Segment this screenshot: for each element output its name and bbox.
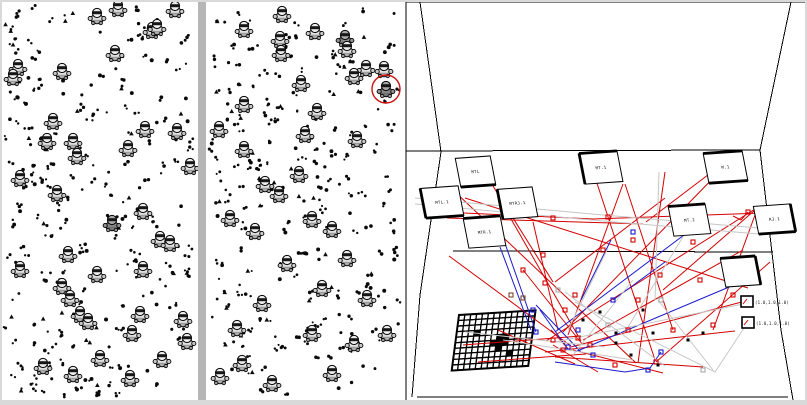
robot-sprite[interactable] (356, 59, 376, 78)
robot-sprite[interactable] (108, 0, 128, 18)
small-box-label: (1.0,1.0,1.0) (755, 300, 789, 305)
small-labeled-box[interactable]: (1.0,1.0,1.0) (741, 316, 790, 329)
robot-sprite[interactable] (262, 374, 282, 393)
robot-sprite[interactable] (337, 249, 357, 268)
robot-sprite[interactable] (291, 74, 311, 93)
machine-box[interactable]: MT.2 (667, 202, 712, 237)
robot-sprite[interactable] (234, 95, 254, 114)
robot-sprite-dark[interactable] (376, 80, 396, 99)
window-frame-top (0, 0, 807, 2)
robot-sprite[interactable] (130, 305, 150, 324)
robot-sprite[interactable] (133, 202, 153, 221)
robot-sprite[interactable] (135, 120, 155, 139)
machine-boxes: MTL MT.1 M.1 MTL.1 MTRJ.1 MTR.1 MT.2 RJ.1 (1.0,1… (418, 149, 798, 329)
robot-sprite[interactable] (344, 334, 364, 353)
machine-box[interactable]: MTL (454, 155, 497, 189)
trajectory-network (414, 164, 792, 374)
room-3d-view-panel: MTL MT.1 M.1 MTL.1 MTRJ.1 MTR.1 MT.2 RJ.1 (1.0,1… (405, 1, 807, 405)
machine-box-label: RJ.1 (769, 216, 781, 222)
robot-sprite[interactable] (302, 210, 322, 229)
machine-box[interactable]: M.1 (702, 149, 749, 185)
panel-divider[interactable] (198, 0, 206, 405)
robot-sprite[interactable] (33, 357, 53, 376)
robot-sprite[interactable] (377, 324, 397, 343)
robot-sprite[interactable] (52, 62, 72, 81)
robot-sprite[interactable] (58, 245, 78, 264)
machine-box[interactable] (719, 254, 763, 288)
robot-sprite[interactable] (177, 332, 197, 351)
robot-sprite[interactable] (180, 157, 200, 176)
robot-sprite[interactable] (220, 209, 240, 228)
small-labeled-box[interactable]: (1.0,1.0,1.0) (740, 295, 789, 308)
robot-sprite[interactable] (133, 260, 153, 279)
robot-sprite[interactable] (322, 364, 342, 383)
room-wireframe (405, 1, 807, 405)
machine-box-label: MTR.1 (477, 229, 492, 235)
robot-sprite[interactable] (105, 44, 125, 63)
robot-sprite[interactable] (307, 102, 327, 121)
robot-sprite[interactable] (245, 222, 265, 241)
window-frame-left (0, 0, 2, 405)
robot-sprite[interactable] (295, 125, 315, 144)
robot-sprite[interactable] (63, 365, 83, 384)
robot-sprite[interactable] (165, 0, 185, 19)
robot-sprite[interactable] (347, 130, 367, 149)
robot-sprite[interactable] (322, 220, 342, 239)
robot-sprite[interactable] (122, 324, 142, 343)
window-frame-bottom (0, 400, 807, 405)
robot-sprite[interactable] (152, 350, 172, 369)
machine-box-label: MTRJ.1 (509, 200, 526, 206)
robot-sprite[interactable] (277, 254, 297, 273)
robot-sprite[interactable] (272, 5, 292, 24)
robot-sprite[interactable] (118, 139, 138, 158)
robot-sprite[interactable] (167, 122, 187, 141)
machine-box[interactable]: MTRJ.1 (495, 186, 539, 220)
dot-field-right (207, 7, 402, 396)
grid-mat (450, 309, 537, 372)
robot-sprite[interactable] (87, 7, 107, 26)
overhead-view-panel (2, 0, 402, 399)
machine-box[interactable]: MTR.1 (462, 214, 507, 249)
machine-box[interactable]: MTL.1 (418, 185, 465, 220)
robot-sprite[interactable] (252, 294, 272, 313)
selection-annotation-circle (371, 74, 401, 104)
robot-sprite[interactable] (87, 265, 107, 284)
robot-sprite[interactable] (67, 147, 87, 166)
robot-sprite[interactable] (312, 279, 332, 298)
machine-box-label: MT.1 (595, 165, 607, 171)
small-box-label: (1.0,1.0,1.0) (756, 321, 790, 326)
machine-box-label: MTL.1 (435, 199, 450, 205)
machine-box[interactable]: RJ.1 (752, 203, 798, 236)
robot-sprite[interactable] (234, 20, 254, 39)
robot-sprite[interactable] (234, 140, 254, 159)
machine-box-label: M.1 (721, 164, 730, 170)
robot-sprite[interactable] (63, 132, 83, 151)
robot-sprite[interactable] (10, 169, 30, 188)
machine-box-label: MTL (471, 169, 480, 175)
robot-sprite[interactable] (43, 112, 63, 131)
robot-sprite[interactable] (210, 367, 230, 386)
robot-sprite[interactable] (37, 132, 57, 151)
waypoint-markers (508, 209, 751, 373)
robot-sprite[interactable] (289, 165, 309, 184)
robot-sprite[interactable] (305, 22, 325, 41)
window-frame-right (805, 0, 807, 405)
robot-sprite[interactable] (209, 120, 229, 139)
dot-field-left (2, 3, 195, 399)
machine-box-label: MT.2 (684, 217, 696, 223)
robot-sprite[interactable] (10, 260, 30, 279)
robot-sprite[interactable] (173, 310, 193, 329)
robot-sprite[interactable] (120, 369, 140, 388)
robot-sprite[interactable] (90, 349, 110, 368)
machine-box[interactable]: MT.1 (577, 149, 624, 185)
